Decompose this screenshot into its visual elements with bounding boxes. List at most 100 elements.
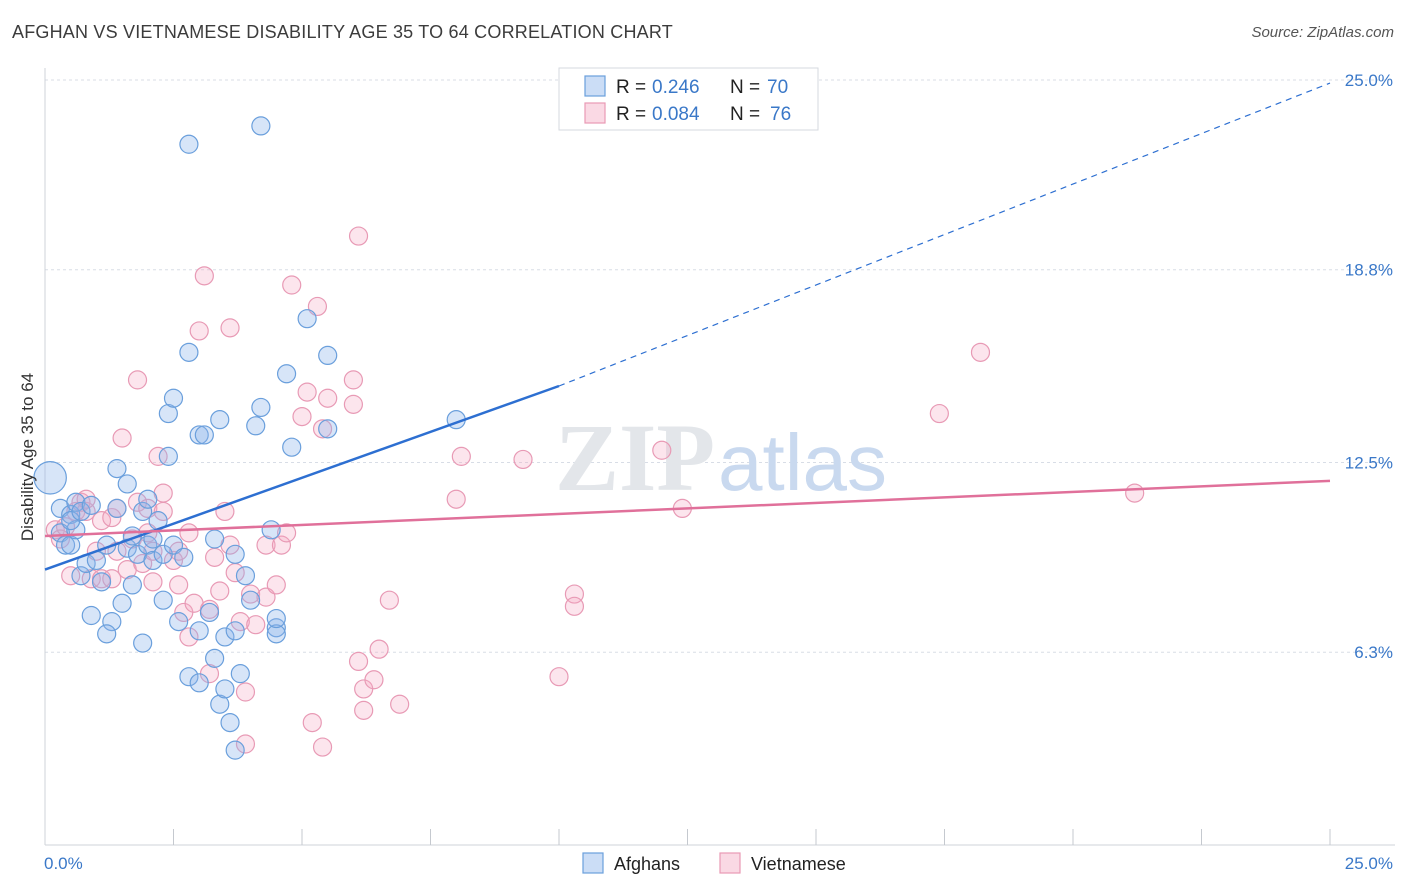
vietnamese-point-37	[194, 266, 214, 286]
legend-swatch-afghans	[584, 75, 606, 97]
vietnamese-point-76	[513, 449, 533, 470]
bottom-legend-swatch-afghans	[582, 852, 604, 874]
legend: R = 0.246 N = 70 R = 0.084 N = 76	[558, 67, 819, 131]
vietnamese-point-52	[256, 587, 276, 607]
vietnamese-point-16	[112, 428, 132, 448]
chart-title: AFGHAN VS VIETNAMESE DISABILITY AGE 35 T…	[12, 22, 673, 42]
vietnamese-point-84	[1125, 483, 1145, 503]
vietnamese-trend-line	[44, 479, 1331, 538]
vietnamese-point-64	[343, 394, 363, 414]
legend-r-label-vietnamese: R =	[616, 104, 646, 125]
vietnamese-point-75	[451, 446, 471, 466]
vietnamese-point-40	[205, 547, 225, 567]
trend-lines	[44, 82, 1331, 571]
x-tick-label-0: 0.0%	[44, 854, 83, 873]
afghans-point-71	[282, 437, 302, 457]
vietnamese-point-58	[297, 382, 317, 402]
afghans-point-39	[163, 388, 184, 408]
afghans-point-63	[246, 416, 266, 436]
legend-r-value-afghans: 0.246	[652, 77, 700, 98]
svg-text:atlas: atlas	[718, 418, 887, 507]
vietnamese-point-79	[564, 596, 585, 616]
afghans-point-28	[133, 501, 153, 522]
y-tick-label-2: 18.8%	[1345, 261, 1393, 280]
watermark: ZIP atlas	[555, 404, 887, 511]
vietnamese-point-63	[318, 388, 338, 408]
vietnamese-point-3	[61, 566, 81, 586]
legend-n-label-afghans: N =	[730, 77, 760, 98]
afghans-point-60	[230, 664, 250, 684]
afghans-point-25	[122, 575, 142, 595]
afghans-point-43	[179, 667, 199, 687]
vietnamese-point-60	[307, 296, 328, 317]
vietnamese-point-30	[169, 575, 189, 595]
x-tick-labels: 0.0% 25.0%	[44, 854, 1393, 873]
vietnamese-point-20	[127, 370, 148, 390]
afghans-point-40	[179, 342, 199, 362]
vietnamese-point-55	[276, 523, 297, 543]
vietnamese-point-59	[302, 712, 322, 733]
y-tick-label-3: 25.0%	[1345, 71, 1393, 90]
svg-text:ZIP: ZIP	[555, 404, 715, 511]
vietnamese-point-51	[256, 535, 276, 555]
afghans-point-65	[251, 116, 271, 136]
vietnamese-point-36	[189, 321, 209, 341]
afghans-point-51	[199, 602, 220, 623]
bottom-legend-label-vietnamese: Vietnamese	[751, 854, 846, 874]
afghans-point-58	[225, 621, 245, 641]
bottom-legend-swatch-vietnamese	[719, 852, 741, 874]
vietnamese-point-54	[271, 535, 292, 555]
vietnamese-point-80	[652, 440, 672, 460]
afghans-point-68	[266, 624, 286, 644]
afghans-point-5	[61, 535, 81, 555]
bottom-legend-label-afghans: Afghans	[614, 854, 680, 874]
legend-n-value-afghans: 70	[767, 77, 788, 98]
afghans-point-2	[50, 523, 71, 543]
afghans-point-62	[241, 590, 261, 610]
afghans-point-61	[235, 566, 256, 586]
afghans-point-29	[138, 535, 158, 555]
afghans-point-13	[81, 495, 101, 515]
afghans-point-38	[158, 446, 178, 466]
afghans-point-56	[215, 627, 235, 647]
afghans-point-9	[71, 566, 91, 586]
legend-swatch-vietnamese	[584, 102, 606, 124]
afghans-point-42	[174, 547, 194, 567]
vietnamese-point-82	[929, 403, 949, 424]
afghans-point-64	[251, 397, 271, 418]
afghans-point-34	[158, 403, 178, 424]
afghans-point-21	[112, 593, 132, 613]
vietnamese-point-34	[179, 523, 199, 543]
vietnamese-point-66	[343, 370, 363, 390]
vietnamese-point-47	[235, 682, 256, 702]
afghans-point-14	[91, 572, 112, 592]
vietnamese-point-68	[354, 700, 374, 720]
afghans-point-74	[318, 419, 338, 439]
vietnamese-point-53	[266, 575, 286, 595]
afghans-point-18	[97, 624, 117, 644]
afghans-point-73	[318, 345, 338, 365]
y-axis-label: Disability Age 35 to 64	[18, 373, 37, 541]
vietnamese-point-70	[364, 670, 384, 690]
afghans-point-41	[169, 612, 189, 632]
legend-r-value-vietnamese: 0.084	[652, 104, 700, 125]
y-tick-label-0: 6.3%	[1354, 643, 1393, 662]
afghans-point-45	[189, 425, 209, 445]
afghans-point-12	[81, 605, 101, 626]
legend-n-value-vietnamese: 76	[770, 104, 791, 125]
vietnamese-point-33	[179, 627, 199, 647]
vietnamese-point-65	[348, 226, 369, 246]
afghans-point-23	[117, 474, 137, 494]
vietnamese-point-73	[390, 694, 410, 714]
y-tick-label-1: 12.5%	[1345, 454, 1393, 473]
afghans-point-69	[266, 608, 286, 629]
x-tick-label-1: 25.0%	[1345, 854, 1393, 873]
afghans-point-19	[107, 459, 127, 479]
afghans-trend-line	[44, 384, 560, 571]
afghans-point-11	[71, 501, 91, 522]
afghans-point-46	[194, 425, 214, 445]
afghans-point-17	[102, 612, 122, 632]
vietnamese-point-46	[230, 612, 250, 632]
afghans-point-48	[189, 621, 209, 641]
afghans-point-52	[210, 694, 230, 714]
